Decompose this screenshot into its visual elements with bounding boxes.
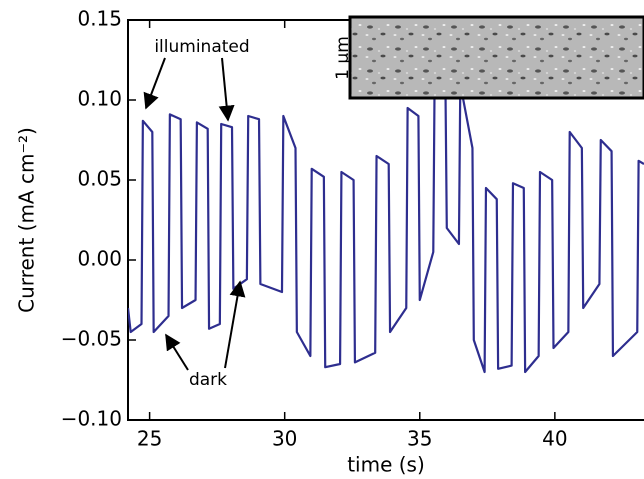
annotation-arrow — [165, 333, 189, 371]
y-tick-label: 0.00 — [77, 247, 122, 271]
plot-area — [128, 74, 644, 374]
y-tick-label: −0.05 — [61, 327, 122, 351]
annotation: dark — [189, 370, 227, 390]
data-line — [128, 74, 644, 374]
annotation: illuminated — [154, 37, 249, 57]
axes: −0.10 −0.05 0.00 0.05 0.10 0.15 25 30 35 40 — [61, 7, 644, 451]
y-tick-label: 0.15 — [77, 7, 122, 31]
y-tick-label: 0.10 — [77, 87, 122, 111]
inset-scale-label: 1 μm — [333, 36, 353, 80]
annotation-arrow — [218, 57, 235, 122]
annotation-arrow — [224, 280, 246, 369]
y-axis-label: Current (mA cm⁻²) — [15, 127, 39, 313]
x-tick-label: 25 — [137, 427, 162, 451]
annotation-arrow — [143, 57, 166, 110]
inset-image — [348, 15, 644, 100]
y-tick-label: −0.10 — [61, 407, 122, 431]
y-tick-label: 0.05 — [77, 167, 122, 191]
x-axis-label: time (s) — [347, 453, 425, 477]
x-tick-label: 30 — [272, 427, 297, 451]
x-tick-label: 35 — [407, 427, 432, 451]
x-tick-label: 40 — [542, 427, 567, 451]
